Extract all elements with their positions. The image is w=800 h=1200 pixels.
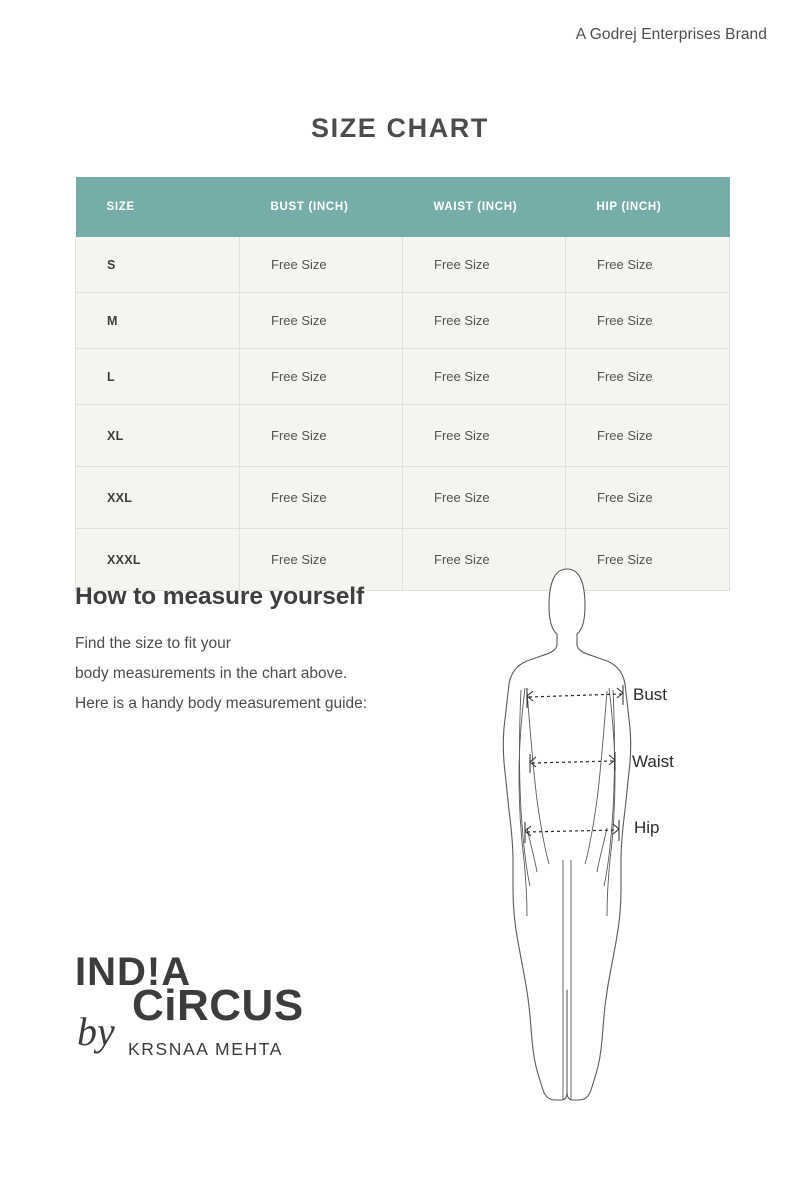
- cell-bust: Free Size: [239, 237, 403, 293]
- logo-line-circus: CiRCUS: [132, 981, 304, 1030]
- how-to-measure-line-2: body measurements in the chart above.: [75, 665, 348, 682]
- table-body: S Free Size Free Size Free Size M Free S…: [75, 237, 730, 591]
- cell-bust: Free Size: [239, 348, 403, 405]
- hip-measure-line: [524, 820, 620, 843]
- logo-line-india: IND!A: [75, 950, 192, 994]
- column-header-bust: BUST (INCH): [239, 177, 403, 237]
- how-to-measure-line-1: Find the size to fit your: [75, 635, 231, 652]
- godrej-brand-line: A Godrej Enterprises Brand: [575, 26, 767, 43]
- cell-bust: Free Size: [239, 466, 403, 529]
- size-chart-table: SIZE BUST (INCH) WAIST (INCH) HIP (INCH)…: [75, 177, 730, 591]
- cell-hip: Free Size: [565, 237, 730, 293]
- body-measurement-figure: [497, 560, 637, 1110]
- table-row: M Free Size Free Size Free Size: [75, 292, 730, 349]
- cell-waist: Free Size: [402, 528, 566, 591]
- waist-measure-line: [529, 752, 616, 773]
- table-header-row: SIZE BUST (INCH) WAIST (INCH) HIP (INCH): [75, 177, 730, 237]
- cell-bust: Free Size: [239, 528, 403, 591]
- size-chart-table-wrapper: SIZE BUST (INCH) WAIST (INCH) HIP (INCH)…: [75, 177, 730, 591]
- table-row: L Free Size Free Size Free Size: [75, 348, 730, 405]
- cell-size: S: [75, 237, 240, 293]
- cell-size: XXXL: [75, 528, 240, 591]
- page-title: SIZE CHART: [311, 113, 489, 143]
- table-row: XXL Free Size Free Size Free Size: [75, 466, 730, 529]
- label-waist: Waist: [632, 752, 674, 771]
- table-row: S Free Size Free Size Free Size: [75, 237, 730, 293]
- cell-hip: Free Size: [565, 528, 730, 591]
- cell-size: L: [75, 348, 240, 405]
- cell-hip: Free Size: [565, 466, 730, 529]
- table-header: SIZE BUST (INCH) WAIST (INCH) HIP (INCH): [75, 177, 730, 237]
- logo-by-script: by: [77, 1009, 115, 1054]
- table-row: XL Free Size Free Size Free Size: [75, 404, 730, 467]
- logo-designer-name: KRSNAA MEHTA: [128, 1039, 284, 1059]
- cell-waist: Free Size: [402, 466, 566, 529]
- cell-waist: Free Size: [402, 348, 566, 405]
- cell-bust: Free Size: [239, 292, 403, 349]
- cell-waist: Free Size: [402, 292, 566, 349]
- table-row: XXXL Free Size Free Size Free Size: [75, 528, 730, 591]
- cell-size: XXL: [75, 466, 240, 529]
- how-to-measure-body: Find the size to fit your body measureme…: [75, 629, 367, 719]
- how-to-measure-line-3: Here is a handy body measurement guide:: [75, 695, 368, 712]
- cell-size: M: [75, 292, 240, 349]
- label-bust: Bust: [633, 685, 668, 704]
- how-to-measure-heading: How to measure yourself: [75, 583, 365, 610]
- column-header-size: SIZE: [75, 177, 240, 237]
- female-body-silhouette-icon: [502, 568, 632, 1101]
- cell-waist: Free Size: [402, 404, 566, 467]
- cell-hip: Free Size: [565, 292, 730, 349]
- column-header-waist: WAIST (INCH): [402, 177, 566, 237]
- india-circus-logo: IND!A by CiRCUS KRSNAA MEHTA: [75, 952, 375, 1067]
- column-header-hip: HIP (INCH): [565, 177, 730, 237]
- label-hip: Hip: [634, 818, 660, 837]
- cell-hip: Free Size: [565, 404, 730, 467]
- cell-bust: Free Size: [239, 404, 403, 467]
- bust-measure-line: [526, 685, 624, 708]
- cell-waist: Free Size: [402, 237, 566, 293]
- cell-size: XL: [75, 404, 240, 467]
- cell-hip: Free Size: [565, 348, 730, 405]
